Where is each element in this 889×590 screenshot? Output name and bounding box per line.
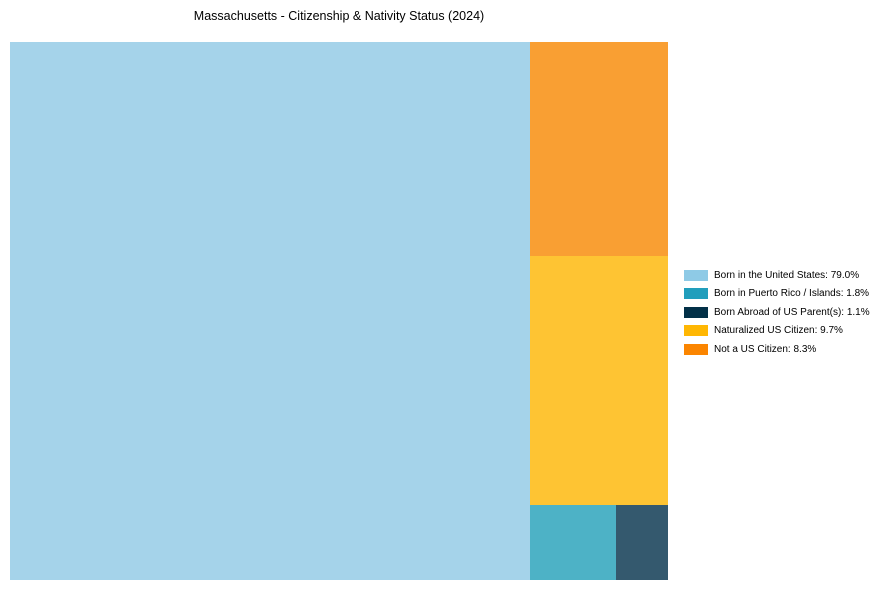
legend-swatch-icon (684, 325, 708, 337)
legend-label: Born in the United States: 79.0% (714, 269, 860, 281)
treemap-block-not-a-us-citizen (530, 42, 668, 256)
chart-title: Massachusetts - Citizenship & Nativity S… (193, 9, 485, 23)
legend-label: Naturalized US Citizen: 9.7% (714, 325, 843, 337)
legend-item-not-a-us-citizen: Not a US Citizen: 8.3% (684, 340, 870, 359)
legend-swatch-icon (684, 343, 708, 355)
legend-label: Born in Puerto Rico / Islands: 1.8% (714, 288, 870, 300)
treemap-plot (10, 42, 668, 580)
treemap-block-born-abroad-of-us-parent-s (615, 505, 668, 580)
legend-item-born-in-the-united-states: Born in the United States: 79.0% (684, 266, 870, 285)
legend-label: Not a US Citizen: 8.3% (714, 343, 817, 355)
legend-swatch-icon (684, 306, 708, 318)
legend-swatch-icon (684, 269, 708, 281)
legend-item-born-in-puerto-rico-islands: Born in Puerto Rico / Islands: 1.8% (684, 285, 870, 304)
legend-item-naturalized-us-citizen: Naturalized US Citizen: 9.7% (684, 322, 870, 341)
legend: Born in the United States: 79.0% Born in … (684, 266, 870, 359)
legend-swatch-icon (684, 288, 708, 300)
treemap-block-born-in-the-united-states (10, 42, 531, 580)
legend-item-born-abroad-of-us-parent-s: Born Abroad of US Parent(s): 1.1% (684, 303, 870, 322)
legend-label: Born Abroad of US Parent(s): 1.1% (714, 306, 870, 318)
treemap-block-born-in-puerto-rico-islands (530, 505, 616, 580)
treemap-block-naturalized-us-citizen (530, 255, 668, 506)
